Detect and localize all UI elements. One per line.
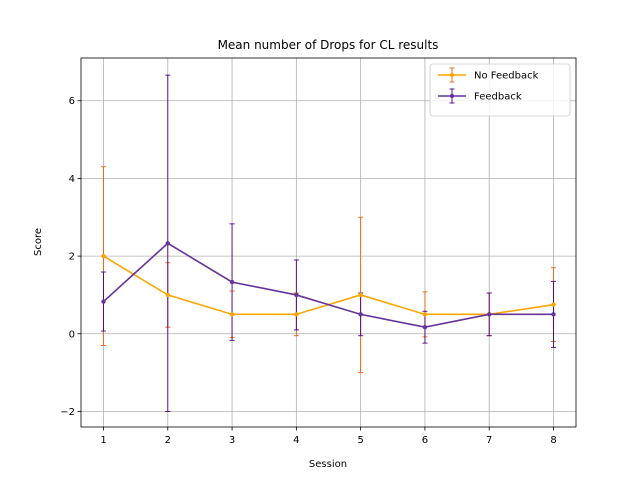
x-tick-label: 3 [229,435,235,446]
chart-title: Mean number of Drops for CL results [218,38,439,52]
no-feedback-point [294,312,299,317]
data-points [101,241,556,330]
y-tick-label: 4 [69,174,75,185]
legend-marker-feedback [449,93,455,99]
legend-box [429,63,571,117]
x-tick-label: 6 [422,435,428,446]
x-axis-label: Session [309,459,347,470]
y-axis-label: Score [33,228,44,256]
legend-marker-no-feedback [449,72,455,78]
feedback-line [102,242,554,328]
legend: No Feedback Feedback [429,63,571,117]
feedback-point [101,299,106,304]
y-axis-ticks: −2 0 2 4 6 [60,96,81,418]
no-feedback-point [229,312,235,317]
y-tick-label: 2 [69,252,75,263]
legend-label-no-feedback: No Feedback [474,71,539,82]
feedback-point [487,312,492,317]
legend-label-feedback: Feedback [474,92,522,103]
feedback-point [551,312,556,317]
feedback-point [294,292,299,298]
plot-area-frame [80,57,577,428]
y-tick-label: 0 [69,329,75,340]
x-tick-label: 2 [165,435,171,446]
feedback-point [165,241,170,246]
no-feedback-point [358,292,363,298]
feedback-point [422,324,428,330]
y-tick-label: 6 [69,96,75,107]
x-tick-label: 8 [550,435,556,446]
x-tick-label: 1 [100,435,106,446]
feedback-point [229,279,235,285]
y-tick-label: −2 [60,407,75,418]
x-tick-label: 4 [293,435,299,446]
feedback-point [358,312,363,317]
x-tick-label: 5 [357,435,363,446]
x-axis-ticks: 1 2 3 4 5 6 7 8 [100,427,557,446]
no-feedback-point [165,292,170,298]
no-feedback-point [422,312,428,317]
series-lines [102,242,554,328]
x-tick-label: 7 [486,435,492,446]
no-feedback-point [101,253,106,259]
no-feedback-point [551,302,556,307]
